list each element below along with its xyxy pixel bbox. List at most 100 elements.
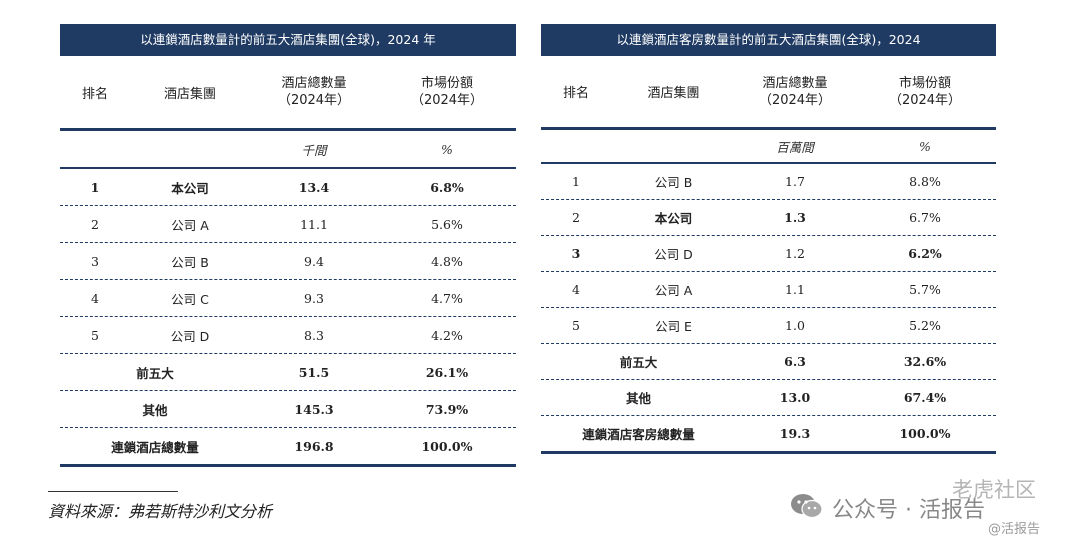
- header-count: 酒店總數量 （2024年）: [736, 75, 854, 109]
- header-share-line1: 市場份額: [420, 76, 473, 91]
- header-group: 酒店集團: [647, 86, 700, 101]
- header-count-line2: （2024年）: [277, 93, 351, 108]
- group-cell: 公司 D: [654, 247, 693, 262]
- share-cell: 5.2%: [909, 318, 941, 333]
- rank-cell: 5: [91, 327, 99, 343]
- header-count: 酒店總數量 （2024年）: [250, 75, 378, 109]
- table-row: 2 本公司 1.3 6.7%: [541, 200, 996, 236]
- share-cell: 6.2%: [908, 246, 942, 261]
- summary-label: 前五大: [619, 355, 658, 370]
- summary-label: 前五大: [136, 365, 174, 381]
- group-cell: 公司 A: [654, 283, 693, 298]
- total-row: 連鎖酒店客房總數量 19.3 100.0%: [541, 416, 996, 454]
- unit-count: 百萬間: [776, 139, 814, 155]
- table-row: 2 公司 A 11.1 5.6%: [60, 206, 516, 243]
- summary-row: 前五大 51.5 26.1%: [60, 354, 516, 391]
- source-note: 資料來源：弗若斯特沙利文分析: [48, 502, 273, 521]
- count-cell: 13.4: [298, 179, 330, 195]
- table-row: 4 公司 C 9.3 4.7%: [60, 280, 516, 317]
- share-cell: 8.8%: [909, 174, 941, 189]
- count-cell: 1.7: [785, 174, 805, 189]
- group-cell: 公司 C: [171, 291, 209, 307]
- count-cell: 9.3: [304, 290, 324, 306]
- count-cell: 8.3: [304, 327, 324, 343]
- count-cell: 19.3: [779, 426, 811, 441]
- count-cell: 13.0: [779, 390, 811, 405]
- table-row: 5 公司 D 8.3 4.2%: [60, 317, 516, 354]
- table-row: 1 公司 B 1.7 8.8%: [541, 164, 996, 200]
- header-rank: 排名: [562, 86, 589, 101]
- rank-cell: 4: [91, 290, 99, 306]
- count-cell: 1.2: [785, 246, 805, 261]
- share-cell: 5.6%: [431, 216, 463, 232]
- header-share-line2: （2024年）: [888, 92, 962, 108]
- group-cell: 本公司: [171, 180, 209, 196]
- total-row: 連鎖酒店總數量 196.8 100.0%: [60, 428, 516, 467]
- summary-row: 其他 145.3 73.9%: [60, 391, 516, 428]
- right-table-header: 排名 酒店集團 酒店總數量 （2024年） 市場份額 （2024年）: [541, 56, 996, 130]
- count-cell: 51.5: [298, 364, 330, 380]
- header-count-line1: 酒店總數量: [762, 75, 828, 91]
- left-table-title: 以連鎖酒店數量計的前五大酒店集團(全球)，2024 年: [60, 24, 516, 56]
- share-cell: 100.0%: [421, 438, 473, 454]
- watermark-line2: 公众号 · 活报告: [832, 498, 985, 523]
- rank-cell: 5: [572, 318, 580, 333]
- table-row: 4 公司 A 1.1 5.7%: [541, 272, 996, 308]
- left-table-header: 排名 酒店集團 酒店總數量 （2024年） 市場份額 （2024年）: [60, 56, 516, 131]
- header-share-line2: （2024年）: [410, 93, 484, 108]
- group-cell: 公司 D: [170, 328, 210, 344]
- summary-label: 其他: [625, 391, 651, 406]
- share-cell: 73.9%: [425, 401, 469, 417]
- rank-cell: 3: [91, 253, 99, 269]
- share-cell: 67.4%: [903, 390, 947, 405]
- group-cell: 公司 A: [171, 217, 209, 233]
- right-table-title: 以連鎖酒店客房數量計的前五大酒店集團(全球)，2024: [541, 24, 996, 56]
- count-cell: 1.3: [784, 210, 806, 225]
- left-table: 以連鎖酒店數量計的前五大酒店集團(全球)，2024 年 排名 酒店集團 酒店總數…: [60, 24, 516, 467]
- share-cell: 32.6%: [903, 354, 947, 369]
- rank-cell: 1: [90, 179, 100, 195]
- table-row: 3 公司 B 9.4 4.8%: [60, 243, 516, 280]
- share-cell: 4.7%: [431, 290, 463, 306]
- header-share: 市場份額 （2024年）: [854, 75, 996, 109]
- unit-row: 千間 %: [60, 131, 516, 169]
- count-cell: 11.1: [300, 216, 328, 232]
- wechat-icon: [791, 494, 823, 519]
- count-cell: 196.8: [294, 438, 334, 454]
- share-cell: 26.1%: [425, 364, 469, 380]
- group-cell: 公司 E: [655, 319, 692, 334]
- header-rank: 排名: [81, 86, 108, 102]
- unit-count: 千間: [301, 142, 327, 158]
- rank-cell: 3: [571, 246, 581, 261]
- header-share-line1: 市場份額: [898, 75, 951, 91]
- table-row: 5 公司 E 1.0 5.2%: [541, 308, 996, 344]
- summary-row: 其他 13.0 67.4%: [541, 380, 996, 416]
- header-share: 市場份額 （2024年）: [378, 75, 516, 109]
- count-cell: 1.0: [785, 318, 805, 333]
- group-cell: 公司 B: [654, 175, 693, 190]
- count-cell: 1.1: [785, 282, 805, 297]
- unit-share: %: [919, 138, 931, 154]
- summary-label: 連鎖酒店客房總數量: [582, 427, 695, 442]
- source-rule: [48, 491, 178, 492]
- rank-cell: 2: [572, 210, 580, 225]
- table-row: 3 公司 D 1.2 6.2%: [541, 236, 996, 272]
- group-cell: 本公司: [654, 211, 693, 226]
- group-cell: 公司 B: [171, 254, 209, 270]
- unit-share: %: [441, 141, 453, 157]
- header-count-line1: 酒店總數量: [281, 76, 347, 91]
- table-row: 1 本公司 13.4 6.8%: [60, 169, 516, 206]
- unit-row: 百萬間 %: [541, 130, 996, 164]
- header-count-line2: （2024年）: [758, 92, 832, 108]
- rank-cell: 4: [572, 282, 580, 297]
- count-cell: 6.3: [784, 354, 806, 369]
- rank-cell: 2: [91, 216, 99, 232]
- watermark-line3: @活报告: [988, 522, 1041, 537]
- rank-cell: 1: [572, 174, 580, 189]
- summary-label: 連鎖酒店總數量: [111, 439, 199, 455]
- right-table: 以連鎖酒店客房數量計的前五大酒店集團(全球)，2024 排名 酒店集團 酒店總數…: [541, 24, 996, 454]
- share-cell: 4.8%: [431, 253, 463, 269]
- share-cell: 4.2%: [431, 327, 463, 343]
- share-cell: 6.7%: [909, 210, 941, 225]
- count-cell: 9.4: [304, 253, 324, 269]
